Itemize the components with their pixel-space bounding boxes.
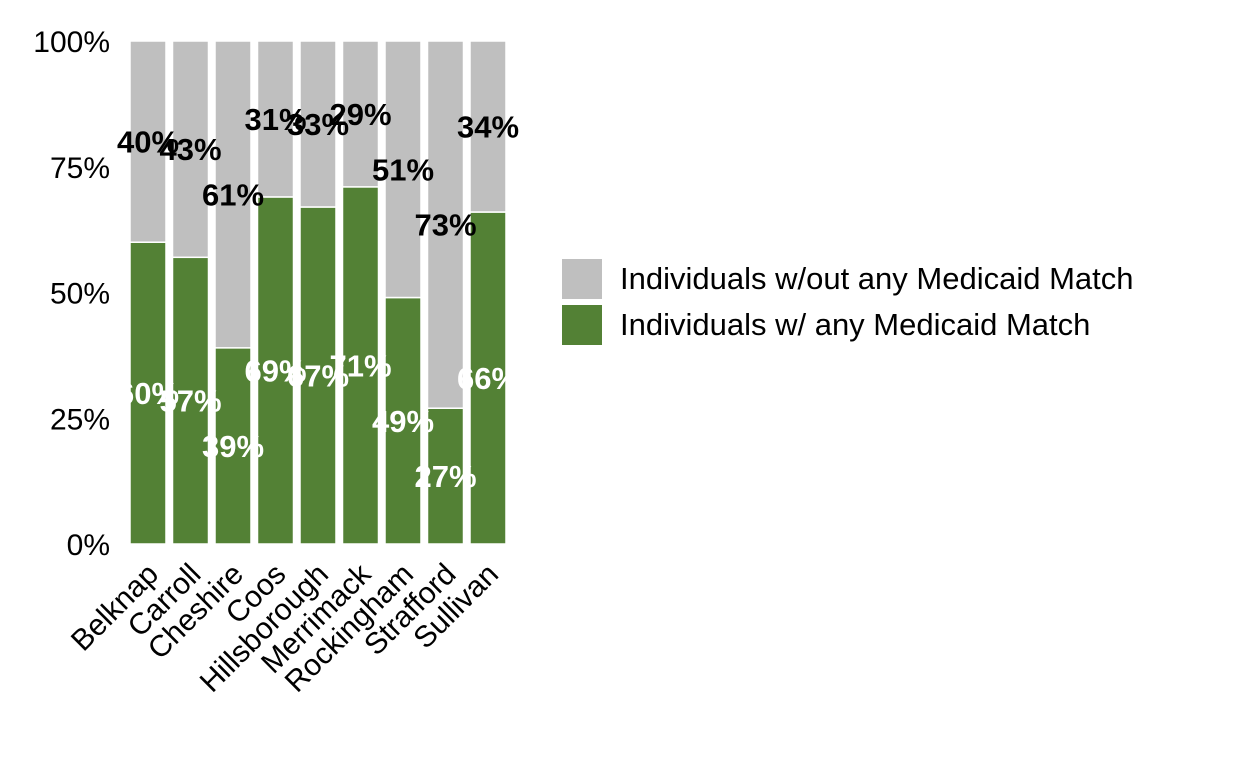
bar-segment <box>171 40 210 259</box>
bar-segment <box>469 211 507 545</box>
data-label: 27% <box>414 459 476 494</box>
legend-item-without-medicaid: Individuals w/out any Medicaid Match <box>562 256 1133 302</box>
bar-segment <box>214 347 252 545</box>
bar-segment <box>214 40 252 349</box>
y-tick-label: 0% <box>67 529 110 562</box>
data-label: 34% <box>457 110 519 145</box>
data-label: 61% <box>202 177 264 212</box>
bar-segment <box>256 196 295 545</box>
bar-segment <box>341 40 380 188</box>
legend-swatch-with-medicaid <box>562 305 602 345</box>
y-tick-label: 25% <box>50 403 110 436</box>
data-label: 39% <box>202 429 264 464</box>
bar-segment <box>299 206 337 545</box>
y-tick-label: 100% <box>33 26 110 59</box>
data-label: 73% <box>414 208 476 243</box>
data-label: 71% <box>329 348 391 383</box>
bar-segment <box>384 296 422 545</box>
bars <box>129 40 507 545</box>
bar-labels: 60% 40% 57% 43% 39% 61% 69% 31% 67% 33% 71% 29% 49% 5… <box>117 97 519 494</box>
legend-label-without-medicaid: Individuals w/out any Medicaid Match <box>620 261 1134 296</box>
data-label: 29% <box>329 97 391 132</box>
legend-label-with-medicaid: Individuals w/ any Medicaid Match <box>620 307 1091 342</box>
legend-item-with-medicaid: Individuals w/ any Medicaid Match <box>562 302 1133 348</box>
y-tick-label: 75% <box>50 152 110 185</box>
data-label: 57% <box>159 384 221 419</box>
data-label: 43% <box>159 132 221 167</box>
legend-swatch-without-medicaid <box>562 259 602 299</box>
x-axis: BelknapCarrollCheshireCoosHillsboroughMe… <box>65 557 505 699</box>
data-label: 66% <box>457 361 519 396</box>
data-label: 49% <box>372 404 434 439</box>
bar-segment <box>299 40 337 208</box>
data-label: 60% <box>117 376 179 411</box>
bar-segment <box>129 241 167 545</box>
bar-segment <box>129 40 167 243</box>
bar-segment <box>469 40 507 213</box>
data-label: 51% <box>372 152 434 187</box>
y-tick-label: 50% <box>50 278 110 311</box>
bar-segment <box>256 40 295 198</box>
data-label: 67% <box>287 358 349 393</box>
bar-segment <box>341 186 380 545</box>
y-axis: 0% 25% 50% 75% 100% <box>33 26 110 562</box>
data-label: 33% <box>287 107 349 142</box>
bar-segment <box>426 407 465 545</box>
data-label: 31% <box>244 102 306 137</box>
data-label: 69% <box>244 353 306 388</box>
data-label: 40% <box>117 125 179 160</box>
legend: Individuals w/out any Medicaid Match Ind… <box>562 256 1133 348</box>
bar-segment <box>384 40 422 299</box>
bar-segment <box>426 40 465 409</box>
